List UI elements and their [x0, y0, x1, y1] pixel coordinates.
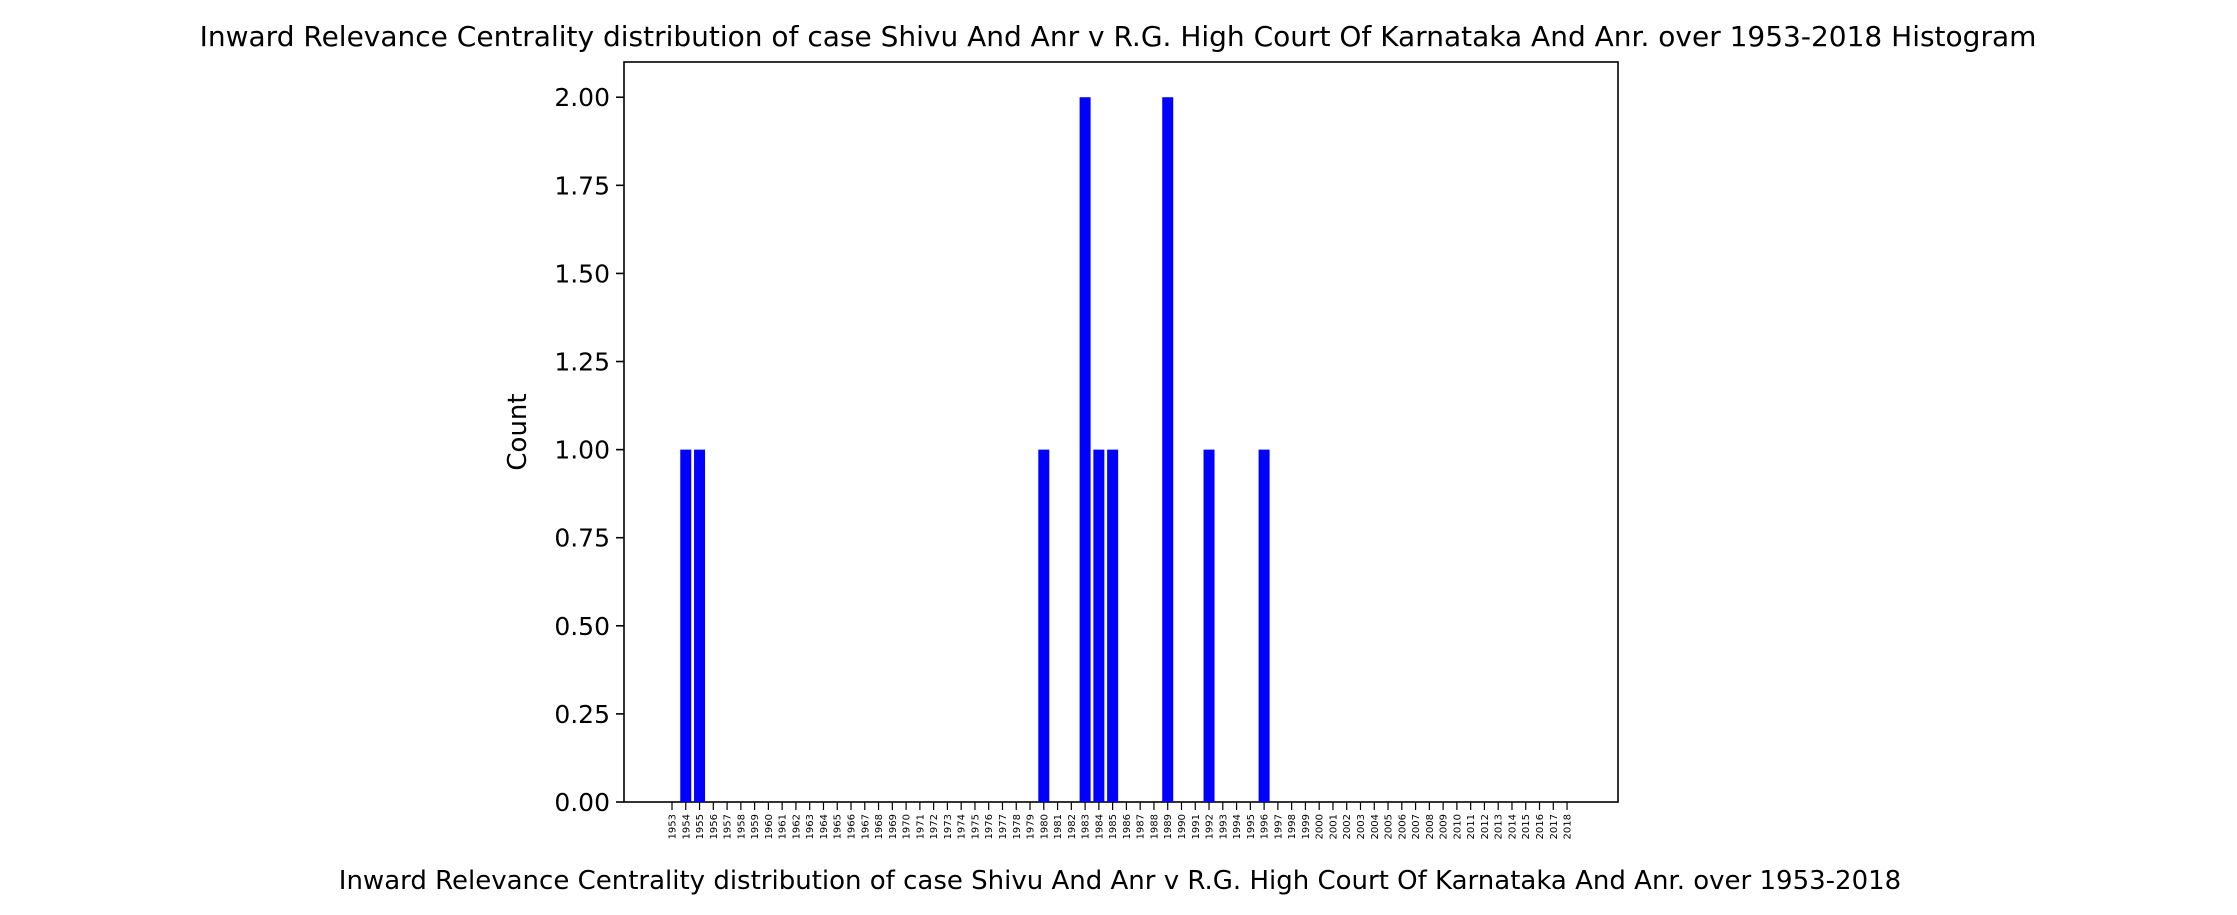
x-tick-label-1987: 1987 [1136, 814, 1147, 839]
x-tick-label-1977: 1977 [998, 814, 1009, 839]
x-tick-label-1986: 1986 [1122, 814, 1133, 839]
y-axis-tick-labels: 0.00 0.25 0.50 0.75 1.00 1.25 1.50 1.75 2.00 [554, 83, 610, 817]
x-tick-label-2007: 2007 [1411, 814, 1422, 839]
x-tick-label-1989: 1989 [1163, 814, 1174, 839]
x-tick-label-1962: 1962 [791, 814, 802, 839]
x-tick-label-1985: 1985 [1108, 814, 1119, 839]
x-tick-label-1993: 1993 [1218, 814, 1229, 839]
x-tick-label-1959: 1959 [750, 814, 761, 839]
x-tick-label-1981: 1981 [1053, 814, 1064, 839]
x-tick-label-2003: 2003 [1356, 814, 1367, 839]
y-tick-label: 1.75 [554, 171, 610, 200]
y-axis-ticks [616, 96, 624, 803]
x-tick-label-1969: 1969 [888, 814, 899, 839]
x-tick-label-2005: 2005 [1384, 814, 1395, 839]
x-tick-label-1992: 1992 [1205, 814, 1216, 839]
x-tick-label-1975: 1975 [970, 814, 981, 839]
x-axis-label: Inward Relevance Centrality distribution… [339, 866, 1901, 896]
y-tick-label: 1.50 [554, 259, 610, 288]
x-tick-label-1982: 1982 [1067, 814, 1078, 839]
x-tick-label-1995: 1995 [1246, 814, 1257, 839]
x-tick-label-2004: 2004 [1370, 814, 1381, 839]
x-tick-label-2000: 2000 [1315, 814, 1326, 839]
y-tick-label: 0.75 [554, 524, 610, 553]
x-tick-label-2017: 2017 [1549, 814, 1560, 839]
x-tick-label-1999: 1999 [1301, 814, 1312, 839]
x-tick-label-1979: 1979 [1026, 814, 1037, 839]
x-tick-label-2016: 2016 [1535, 814, 1546, 839]
x-tick-label-1984: 1984 [1094, 814, 1105, 839]
bar-1955 [694, 449, 706, 802]
x-tick-label-1983: 1983 [1081, 814, 1092, 839]
x-tick-label-1971: 1971 [915, 814, 926, 839]
x-tick-label-2008: 2008 [1425, 814, 1436, 839]
y-tick-label: 0.00 [554, 788, 610, 817]
y-axis-label: Count [503, 393, 533, 470]
bar-1984 [1093, 449, 1105, 802]
bar-1989 [1162, 97, 1174, 802]
x-tick-label-1960: 1960 [764, 814, 775, 839]
x-tick-label-1965: 1965 [833, 814, 844, 839]
x-tick-label-1997: 1997 [1273, 814, 1284, 839]
x-tick-label-2013: 2013 [1494, 814, 1505, 839]
x-tick-label-1974: 1974 [957, 814, 968, 839]
bar-series [680, 97, 1270, 802]
y-tick-label: 0.50 [554, 612, 610, 641]
y-tick-label: 1.00 [554, 436, 610, 465]
bar-1985 [1107, 449, 1119, 802]
x-tick-label-1963: 1963 [805, 814, 816, 839]
x-tick-label-1970: 1970 [902, 814, 913, 839]
x-tick-label-1990: 1990 [1177, 814, 1188, 839]
x-tick-label-1991: 1991 [1191, 814, 1202, 839]
chart-title: Inward Relevance Centrality distribution… [200, 20, 2037, 53]
y-tick-label: 0.25 [554, 700, 610, 729]
bar-1992 [1203, 449, 1215, 802]
bar-1980 [1038, 449, 1050, 802]
x-tick-label-2009: 2009 [1439, 814, 1450, 839]
x-tick-label-1968: 1968 [874, 814, 885, 839]
bar-1954 [680, 449, 692, 802]
x-tick-label-1976: 1976 [984, 814, 995, 839]
x-tick-label-1996: 1996 [1260, 814, 1271, 839]
x-tick-label-2010: 2010 [1452, 814, 1463, 839]
x-tick-label-1961: 1961 [778, 814, 789, 839]
x-tick-label-1978: 1978 [1012, 814, 1023, 839]
y-tick-label: 2.00 [554, 83, 610, 112]
x-tick-label-1958: 1958 [736, 814, 747, 839]
x-tick-label-1967: 1967 [860, 814, 871, 839]
x-tick-label-1964: 1964 [819, 814, 830, 839]
x-tick-label-1998: 1998 [1287, 814, 1298, 839]
x-tick-label-1953: 1953 [668, 814, 679, 839]
x-tick-label-2011: 2011 [1466, 814, 1477, 839]
x-tick-label-2014: 2014 [1507, 814, 1518, 839]
x-tick-label-2012: 2012 [1480, 814, 1491, 839]
x-axis-ticks [671, 802, 1568, 810]
x-tick-label-1955: 1955 [695, 814, 706, 839]
bar-1983 [1079, 97, 1091, 802]
x-tick-label-2015: 2015 [1521, 814, 1532, 839]
x-tick-label-2002: 2002 [1342, 814, 1353, 839]
x-tick-label-1988: 1988 [1149, 814, 1160, 839]
x-tick-label-1980: 1980 [1039, 814, 1050, 839]
x-tick-label-1966: 1966 [847, 814, 858, 839]
x-tick-label-1954: 1954 [681, 814, 692, 839]
x-tick-label-2018: 2018 [1563, 814, 1574, 839]
plot-frame [623, 61, 1619, 803]
x-tick-label-1973: 1973 [943, 814, 954, 839]
x-tick-label-1957: 1957 [723, 814, 734, 839]
x-tick-label-1972: 1972 [929, 814, 940, 839]
x-tick-label-1956: 1956 [709, 814, 720, 839]
bar-1996 [1258, 449, 1270, 802]
y-tick-label: 1.25 [554, 348, 610, 377]
x-axis-tick-labels: 1953 1954 1955 1956 1957 1958 1959 1960 1961 1962… [668, 814, 1574, 839]
x-tick-label-2001: 2001 [1328, 814, 1339, 839]
x-tick-label-2006: 2006 [1397, 814, 1408, 839]
x-tick-label-1994: 1994 [1232, 814, 1243, 839]
